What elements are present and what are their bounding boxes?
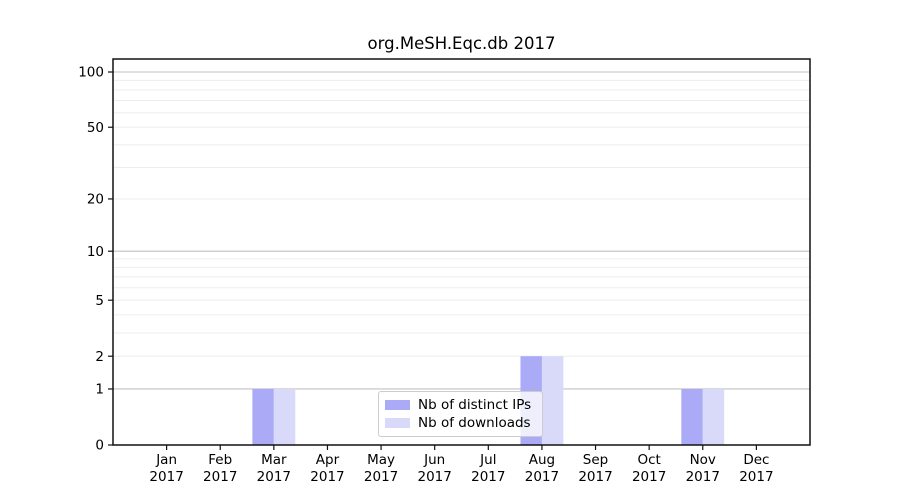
y-tick-label: 50	[87, 120, 104, 136]
y-tick-label: 5	[95, 293, 104, 309]
x-tick-label-month: Feb	[208, 452, 232, 468]
y-tick-label: 10	[87, 244, 104, 260]
x-tick-label-month: Oct	[637, 452, 660, 468]
x-tick-label-year: 2017	[310, 469, 344, 485]
x-tick-label-month: May	[367, 452, 395, 468]
x-tick-label-year: 2017	[578, 469, 612, 485]
x-tick-label-month: Jul	[479, 452, 496, 468]
legend-swatch	[385, 400, 410, 410]
x-tick-label-month: Dec	[743, 452, 769, 468]
x-tick-label-month: Jun	[423, 452, 445, 468]
legend-row: Nb of downloads	[385, 414, 536, 432]
bar-downloads	[702, 388, 725, 445]
y-tick-label: 100	[78, 65, 104, 81]
y-tick-label: 0	[95, 438, 104, 454]
x-tick-label-month: Nov	[690, 452, 716, 468]
x-tick-label-month: Apr	[316, 452, 340, 468]
x-tick-label-year: 2017	[632, 469, 666, 485]
legend: Nb of distinct IPs Nb of downloads	[378, 391, 543, 437]
x-tick-label-month: Jan	[155, 452, 177, 468]
x-tick-label-year: 2017	[364, 469, 398, 485]
legend-swatch	[385, 418, 410, 428]
x-tick-label-year: 2017	[471, 469, 505, 485]
legend-label: Nb of downloads	[418, 415, 531, 431]
y-tick-label: 2	[95, 349, 104, 365]
x-tick-label-month: Aug	[529, 452, 555, 468]
x-tick-label-year: 2017	[149, 469, 183, 485]
legend-label: Nb of distinct IPs	[418, 397, 532, 413]
x-tick-label-month: Sep	[583, 452, 608, 468]
bar-distinct-ips	[681, 388, 703, 445]
x-tick-label-year: 2017	[686, 469, 720, 485]
y-tick-label: 20	[87, 192, 104, 208]
x-tick-label-year: 2017	[418, 469, 452, 485]
bar-downloads	[273, 388, 296, 445]
x-tick-label-month: Mar	[261, 452, 287, 468]
plot-border	[112, 58, 811, 446]
y-tick-label: 1	[95, 382, 104, 398]
x-tick-label-year: 2017	[739, 469, 773, 485]
bar-distinct-ips	[252, 388, 274, 445]
x-tick-label-year: 2017	[203, 469, 237, 485]
legend-row: Nb of distinct IPs	[385, 396, 536, 414]
x-tick-label-year: 2017	[525, 469, 559, 485]
x-tick-label-year: 2017	[257, 469, 291, 485]
bar-downloads	[541, 356, 564, 445]
chart-title: org.MeSH.Eqc.db 2017	[367, 34, 556, 53]
